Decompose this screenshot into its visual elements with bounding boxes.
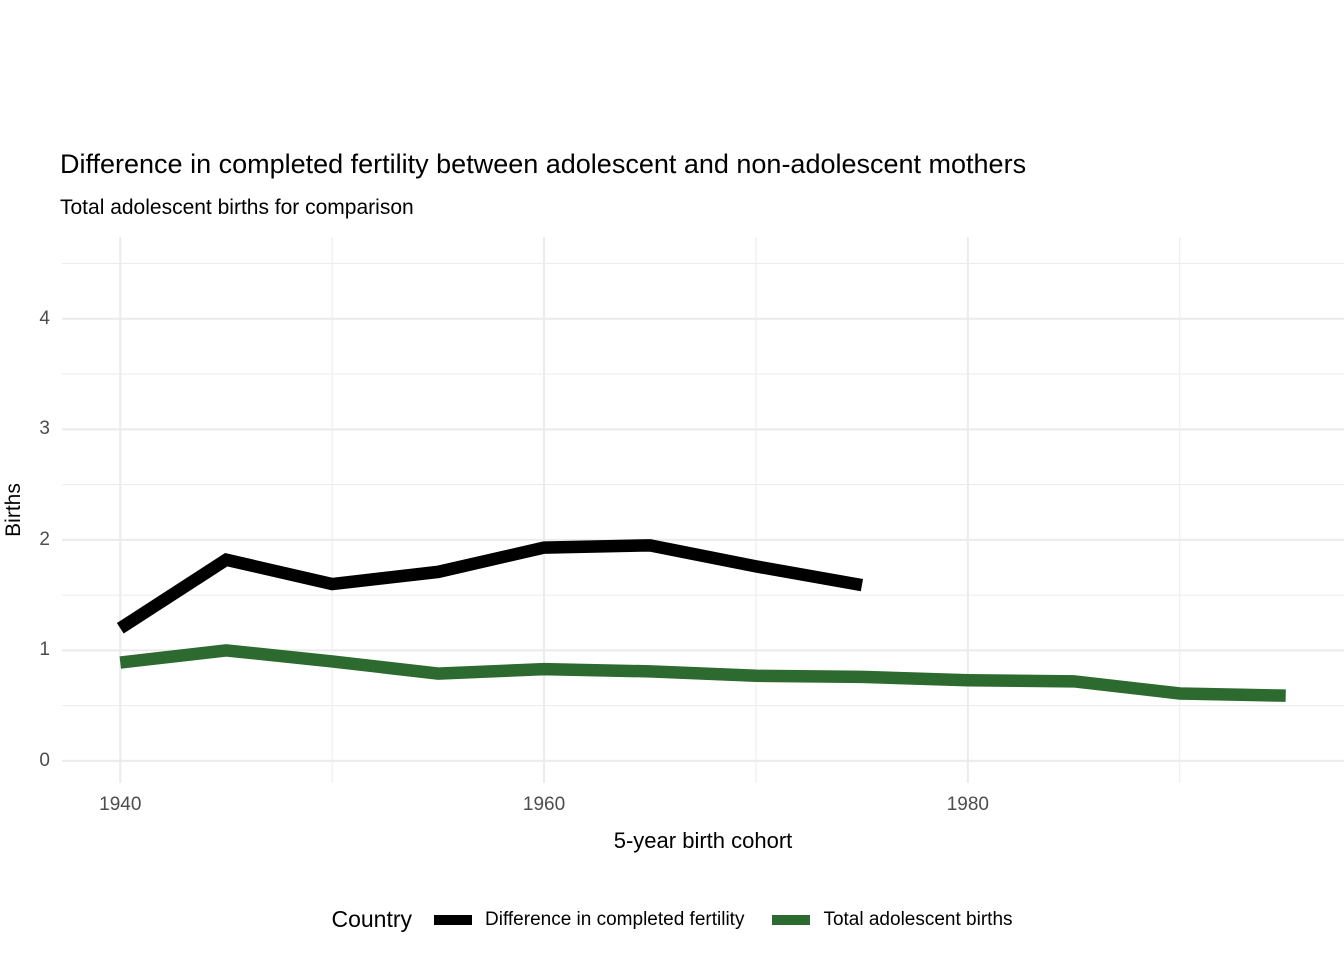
legend-swatch-icon — [434, 914, 473, 925]
legend: Country Difference in completed fertilit… — [0, 906, 1344, 933]
y-tick-label: 1 — [39, 639, 50, 661]
legend-label: Total adolescent births — [823, 908, 1013, 930]
x-axis-title: 5-year birth cohort — [613, 828, 793, 853]
legend-title: Country — [331, 906, 413, 932]
series-line-1 — [119, 644, 1286, 702]
legend-swatch-icon — [772, 914, 811, 925]
x-tick-label: 1960 — [522, 794, 566, 815]
legend-entry-0: Difference in completed fertility — [434, 909, 744, 931]
legend-entry-1: Total adolescent births — [772, 908, 1013, 931]
chart-subtitle: Total adolescent births for comparison — [60, 196, 414, 219]
series-line-0 — [116, 539, 864, 634]
x-tick-label: 1940 — [99, 794, 142, 815]
legend-label: Difference in completed fertility — [485, 908, 745, 930]
legend-entries: Difference in completed fertility Total a… — [434, 909, 1013, 931]
y-axis-title: Births — [2, 483, 25, 537]
x-tick-label: 1980 — [946, 794, 990, 815]
y-tick-label: 0 — [39, 749, 50, 771]
chart-title: Difference in completed fertility betwee… — [60, 149, 1027, 179]
y-tick-label: 2 — [39, 528, 50, 550]
y-tick-label: 4 — [39, 307, 50, 329]
y-tick-label: 3 — [39, 418, 50, 440]
